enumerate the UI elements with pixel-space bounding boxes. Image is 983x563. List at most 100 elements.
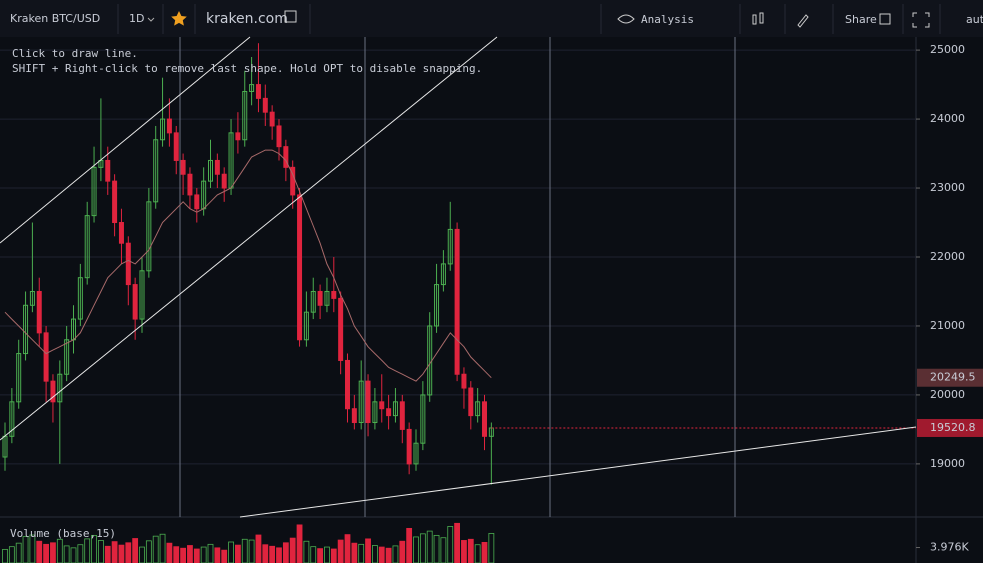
- fullscreen-icon[interactable]: [912, 12, 930, 28]
- volume-bar: [488, 533, 495, 563]
- volume-bar: [173, 546, 180, 563]
- candle-body: [338, 297, 344, 361]
- volume-bar: [317, 548, 324, 563]
- site-link[interactable]: kraken.com: [206, 11, 288, 27]
- candle-body: [447, 228, 453, 265]
- candle-body: [84, 215, 90, 279]
- volume-bar: [234, 544, 241, 563]
- volume-bar: [419, 533, 426, 563]
- candle-body: [194, 194, 200, 210]
- share-button[interactable]: Share: [845, 13, 877, 26]
- volume-bar: [426, 530, 433, 563]
- plot: [2, 43, 916, 563]
- chevron: [147, 17, 155, 22]
- vertical-grid: [179, 37, 736, 517]
- candle-body: [276, 125, 282, 148]
- candle-body: [331, 290, 337, 299]
- volume-bar: [289, 537, 296, 563]
- hint-line: SHIFT + Right-click to remove last shape…: [12, 62, 482, 75]
- candle-body: [392, 401, 398, 417]
- candle-body: [235, 132, 241, 141]
- volume-bar: [440, 537, 447, 563]
- y-tick-label: 25000: [930, 43, 965, 56]
- volume-bar: [125, 542, 132, 563]
- pen-icon[interactable]: [797, 14, 809, 28]
- candle-body: [420, 394, 426, 444]
- candle-body: [297, 194, 303, 341]
- candle-body: [23, 304, 29, 355]
- volume-bar: [378, 546, 385, 563]
- volume-bar: [276, 547, 282, 563]
- candle-body: [406, 428, 412, 465]
- candle-body: [132, 284, 138, 320]
- analysis-button[interactable]: Analysis: [641, 13, 694, 26]
- candle-body: [358, 380, 364, 424]
- candle-icon[interactable]: [752, 12, 764, 25]
- volume-bar: [36, 540, 43, 563]
- candle-body: [317, 290, 323, 306]
- candle-body: [187, 173, 193, 196]
- volume-bar: [193, 548, 200, 563]
- candle-body: [125, 242, 131, 286]
- volume-bar: [187, 545, 193, 563]
- candle-body: [208, 159, 213, 182]
- volume-bar: [139, 546, 145, 563]
- candle-body: [91, 166, 97, 217]
- ma-price-box: [917, 368, 983, 387]
- candle-body: [64, 339, 70, 375]
- volume-bar: [2, 548, 8, 563]
- volume-bar: [118, 544, 125, 563]
- last-price-box: [917, 418, 983, 437]
- scale-mode[interactable]: aut: [966, 13, 983, 26]
- volume-bar: [50, 542, 56, 563]
- volume-bar: [8, 546, 15, 563]
- volume-bar: [447, 526, 454, 563]
- volume-bar: [467, 538, 474, 563]
- last-price-label: 19520.8: [930, 421, 976, 434]
- favorite-star[interactable]: [171, 11, 187, 26]
- candle-body: [372, 401, 378, 424]
- interval[interactable]: 1D: [129, 12, 144, 25]
- candle-body: [16, 353, 22, 403]
- candle-body: [255, 84, 261, 99]
- volume-bar: [365, 538, 371, 563]
- candle-body: [50, 380, 56, 403]
- volume-bar: [43, 543, 49, 563]
- candle-body: [468, 387, 474, 417]
- volume-bar: [344, 534, 351, 563]
- candle-body: [475, 401, 481, 417]
- candle-body: [379, 401, 385, 410]
- candle-body: [351, 408, 357, 424]
- candle-body: [166, 118, 172, 134]
- volume-bar: [324, 546, 330, 563]
- volume-bar: [152, 535, 159, 563]
- volume-bar: [406, 527, 413, 563]
- toolbar: [0, 0, 983, 37]
- candle-body: [345, 359, 350, 410]
- y-tick-label: 21000: [930, 319, 965, 332]
- volume-bar: [433, 534, 440, 563]
- candle-body: [262, 97, 268, 113]
- candle-body: [454, 228, 460, 375]
- volume-bar: [371, 545, 378, 563]
- candle-body: [221, 173, 227, 189]
- volume-bar: [91, 534, 97, 563]
- volume-bar: [228, 541, 234, 563]
- volume-bar: [77, 544, 84, 563]
- volume-bar: [104, 545, 111, 563]
- candle-body: [399, 401, 405, 430]
- symbol[interactable]: Kraken BTC/USD: [10, 12, 100, 25]
- volume-bar: [166, 542, 173, 563]
- volume-bar: [358, 543, 365, 563]
- volume-bar: [200, 546, 207, 563]
- volume-bar: [111, 541, 118, 563]
- volume-bar: [303, 540, 310, 563]
- volume-bar: [29, 534, 36, 563]
- candle-body: [112, 180, 118, 224]
- volume-bar: [180, 547, 187, 563]
- candle-body: [440, 263, 446, 286]
- candle-body: [249, 84, 255, 92]
- hint-line: Click to draw line.: [12, 47, 138, 60]
- candle-body: [9, 401, 15, 437]
